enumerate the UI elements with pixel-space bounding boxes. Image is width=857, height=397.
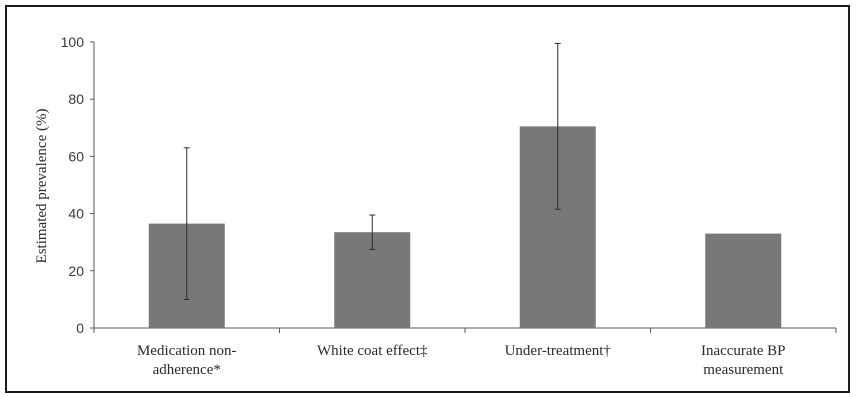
- bar-series: [148, 126, 782, 329]
- error-bar-series: [183, 42, 561, 300]
- category-label: Inaccurate BP: [701, 343, 786, 359]
- y-tick-label: 20: [68, 263, 84, 279]
- y-tick-label: 0: [76, 320, 84, 336]
- category-label: Medication non-: [137, 343, 237, 359]
- category-label: measurement: [703, 362, 784, 378]
- y-tick-label: 40: [68, 206, 84, 222]
- category-label: adherence*: [153, 362, 221, 378]
- y-tick-label: 80: [68, 91, 84, 107]
- y-tick-label: 100: [61, 34, 85, 50]
- category-labels: Medication non-adherence* White coat effe…: [137, 343, 786, 378]
- y-axis-title: Estimated prevalence (%): [34, 109, 50, 264]
- category-label: White coat effect‡: [317, 343, 428, 359]
- category-label: Under-treatment†: [505, 343, 612, 359]
- bar: [705, 233, 782, 328]
- x-axis: [93, 327, 837, 333]
- y-tick-label: 60: [68, 148, 84, 164]
- y-axis: 0 20 40 60 80 100: [61, 34, 95, 336]
